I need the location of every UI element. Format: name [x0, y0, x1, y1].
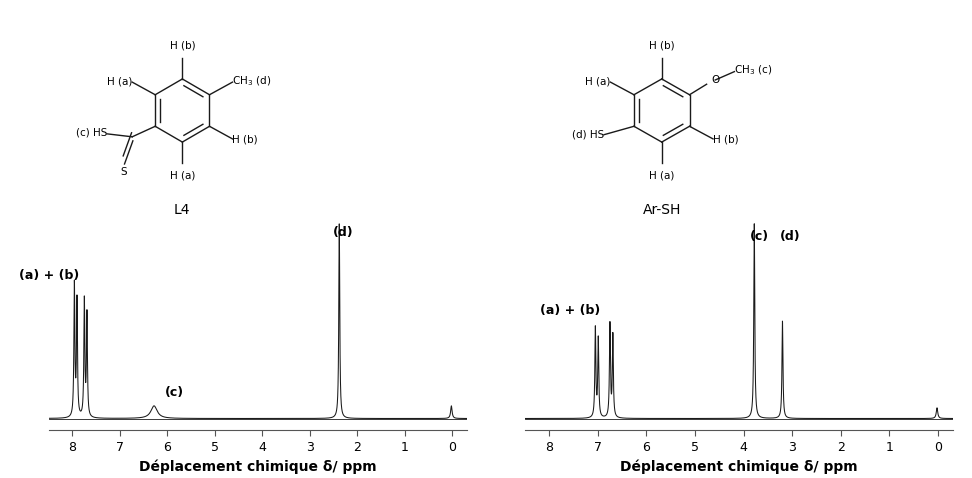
- Text: (d): (d): [780, 230, 801, 243]
- Text: (a) + (b): (a) + (b): [19, 269, 80, 282]
- Text: L4: L4: [174, 203, 191, 217]
- Text: Ar-SH: Ar-SH: [642, 203, 681, 217]
- Text: H (a): H (a): [585, 76, 610, 86]
- X-axis label: Déplacement chimique δ/ ppm: Déplacement chimique δ/ ppm: [620, 459, 857, 474]
- Text: (c): (c): [165, 386, 184, 399]
- Text: CH$_3$ (d): CH$_3$ (d): [232, 75, 271, 88]
- Text: (d) HS: (d) HS: [572, 130, 605, 139]
- Text: (d): (d): [332, 227, 353, 239]
- Text: H (a): H (a): [170, 171, 195, 181]
- Text: H (a): H (a): [107, 76, 132, 86]
- Text: S: S: [121, 167, 127, 177]
- Text: O: O: [712, 75, 719, 85]
- Text: H (b): H (b): [232, 135, 258, 145]
- Text: (c) HS: (c) HS: [76, 128, 107, 138]
- Text: CH$_3$ (c): CH$_3$ (c): [734, 64, 773, 77]
- Text: H (a): H (a): [649, 171, 675, 181]
- Text: H (b): H (b): [169, 40, 195, 50]
- Text: (a) + (b): (a) + (b): [540, 304, 600, 317]
- X-axis label: Déplacement chimique δ/ ppm: Déplacement chimique δ/ ppm: [139, 459, 376, 474]
- Text: (c): (c): [749, 230, 769, 243]
- Text: H (b): H (b): [712, 135, 739, 145]
- Text: H (b): H (b): [649, 40, 675, 50]
